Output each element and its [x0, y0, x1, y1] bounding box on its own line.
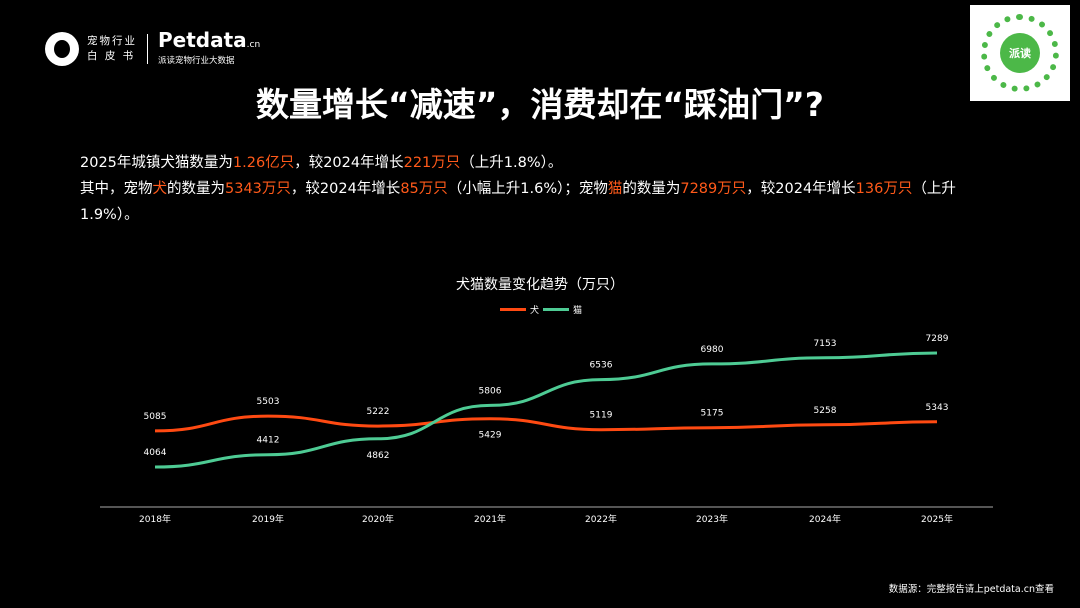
x-tick-label: 2024年 [809, 513, 841, 525]
data-label-cat: 6980 [701, 345, 724, 355]
summary-paragraph: 2025年城镇犬猫数量为1.26亿只，较2024年增长221万只（上升1.8%）… [80, 150, 1010, 228]
data-label-cat: 4064 [144, 448, 167, 458]
highlight-value: 猫 [607, 181, 623, 197]
qr-label: 派读 [1000, 33, 1040, 73]
page-title: 数量增长“减速”，消费却在“踩油门”? [256, 85, 824, 124]
highlight-value: 1.26亿只 [232, 155, 295, 171]
pet-logo-icon [45, 31, 79, 66]
summary-line-2: 其中，宠物犬的数量为5343万只，较2024年增长85万只（小幅上升1.6%）；… [80, 176, 1010, 228]
highlight-value: 136万只 [855, 181, 913, 197]
x-tick-label: 2025年 [921, 513, 953, 525]
series-line-cat [154, 351, 938, 469]
logo-divider [147, 33, 148, 64]
summary-text: 的数量为 [622, 181, 681, 197]
summary-text: （上升1.9%）。 [80, 181, 956, 223]
x-tick-label: 2022年 [585, 513, 617, 525]
data-label-cat: 5806 [479, 386, 502, 396]
data-label-dog: 5222 [367, 407, 390, 417]
logo-text-1: 宠物行业 [87, 34, 137, 47]
x-tick-label: 2020年 [362, 513, 394, 525]
highlight-value: 犬 [152, 181, 168, 197]
x-tick-label: 2018年 [139, 513, 171, 525]
data-label-dog: 5503 [257, 397, 280, 407]
summary-text: ，较2024年增长 [294, 155, 404, 171]
summary-text: （上升1.8%）。 [460, 155, 563, 171]
data-label-dog: 5429 [479, 431, 502, 441]
data-label-cat: 4412 [257, 436, 280, 446]
chart-title: 犬猫数量变化趋势（万只） [456, 277, 624, 293]
summary-text: （小幅上升1.6%）；宠物 [447, 181, 608, 197]
data-label-dog: 5175 [701, 409, 724, 419]
data-label-cat: 6536 [590, 361, 613, 371]
summary-text: 2025年城镇犬猫数量为 [80, 155, 233, 171]
summary-text: ，较2024年增长 [746, 181, 856, 197]
x-tick-label: 2019年 [252, 513, 284, 525]
highlight-value: 85万只 [400, 181, 448, 197]
data-label-dog: 5085 [144, 412, 167, 422]
logo-text-2: 白 皮 书 [87, 49, 136, 62]
brand-name: Petdata.cn [158, 28, 261, 52]
logo: 宠物行业 白 皮 书 Petdata.cn 派读宠物行业大数据 [45, 30, 260, 67]
x-tick-label: 2021年 [474, 513, 506, 525]
brand-tagline: 派读宠物行业大数据 [158, 56, 235, 66]
chart-legend: 犬 猫 [500, 303, 582, 316]
highlight-value: 5343万只 [225, 181, 291, 197]
data-label-cat: 7153 [814, 339, 837, 349]
summary-line-1: 2025年城镇犬猫数量为1.26亿只，较2024年增长221万只（上升1.8%）… [80, 150, 1010, 176]
highlight-value: 221万只 [403, 155, 461, 171]
summary-text: 其中，宠物 [80, 181, 153, 197]
highlight-value: 7289万只 [680, 181, 747, 197]
data-label-dog: 5119 [590, 411, 613, 421]
summary-text: ，较2024年增长 [290, 181, 401, 197]
data-source: 数据源：完整报告请上petdata.cn查看 [888, 584, 1054, 595]
series-line-dog [154, 414, 938, 433]
legend-swatch-cat [543, 308, 570, 311]
legend-label-dog: 犬 [530, 306, 540, 316]
data-label-cat: 7289 [926, 334, 949, 344]
data-label-cat: 4862 [367, 451, 390, 461]
x-tick-label: 2023年 [696, 513, 728, 525]
qr-code: 派读 [970, 5, 1070, 101]
legend-label-cat: 猫 [573, 306, 583, 316]
data-label-dog: 5343 [926, 403, 949, 413]
data-label-dog: 5258 [814, 406, 837, 416]
legend-swatch-dog [500, 308, 526, 311]
summary-text: 的数量为 [167, 181, 225, 197]
